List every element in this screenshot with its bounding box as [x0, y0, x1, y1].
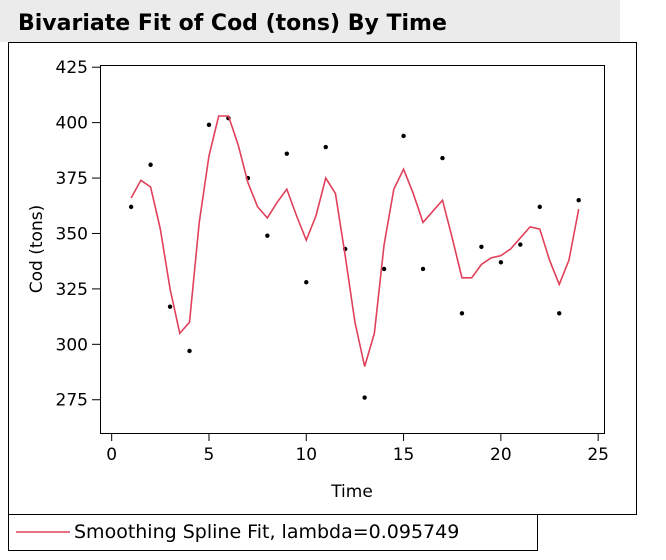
- y-axis-label: Cod (tons): [27, 205, 47, 293]
- plot-frame: [100, 65, 605, 434]
- x-axis-label: Time: [330, 482, 373, 502]
- point: [518, 242, 523, 247]
- y-tick-label: 300: [56, 335, 88, 355]
- point: [128, 204, 134, 210]
- point: [323, 144, 328, 150]
- y-tick-label: 375: [56, 169, 88, 189]
- point: [557, 311, 562, 316]
- point: [576, 198, 581, 203]
- point: [381, 266, 387, 272]
- point: [537, 204, 542, 210]
- x-tick-label: 15: [393, 445, 415, 465]
- x-tick-label: 10: [295, 445, 317, 465]
- y-tick-label: 350: [56, 224, 88, 244]
- point: [401, 133, 406, 139]
- x-tick-label: 25: [587, 445, 609, 465]
- legend-label: Smoothing Spline Fit, lambda=0.095749: [74, 521, 459, 543]
- point: [479, 244, 484, 249]
- spline-fit: [130, 115, 580, 367]
- y-tick-label: 425: [56, 58, 88, 78]
- report-title: Bivariate Fit of Cod (tons) By Time: [18, 11, 447, 36]
- x-tick-label: 20: [490, 445, 512, 465]
- point: [187, 348, 192, 354]
- point: [206, 122, 212, 128]
- y-tick-label: 325: [56, 280, 88, 300]
- point: [440, 155, 445, 161]
- point: [420, 266, 426, 272]
- point: [362, 395, 367, 400]
- point: [304, 280, 309, 285]
- y-tick-label: 275: [56, 391, 88, 411]
- legend: [8, 514, 538, 551]
- point: [459, 311, 465, 316]
- point: [498, 260, 504, 265]
- point: [284, 151, 290, 156]
- x-tick-label: 5: [204, 445, 215, 465]
- title-bar: [0, 0, 620, 42]
- point: [148, 162, 153, 167]
- point: [265, 233, 270, 238]
- x-tick-label: 0: [106, 445, 117, 465]
- y-tick-label: 400: [56, 114, 88, 134]
- point: [167, 304, 173, 309]
